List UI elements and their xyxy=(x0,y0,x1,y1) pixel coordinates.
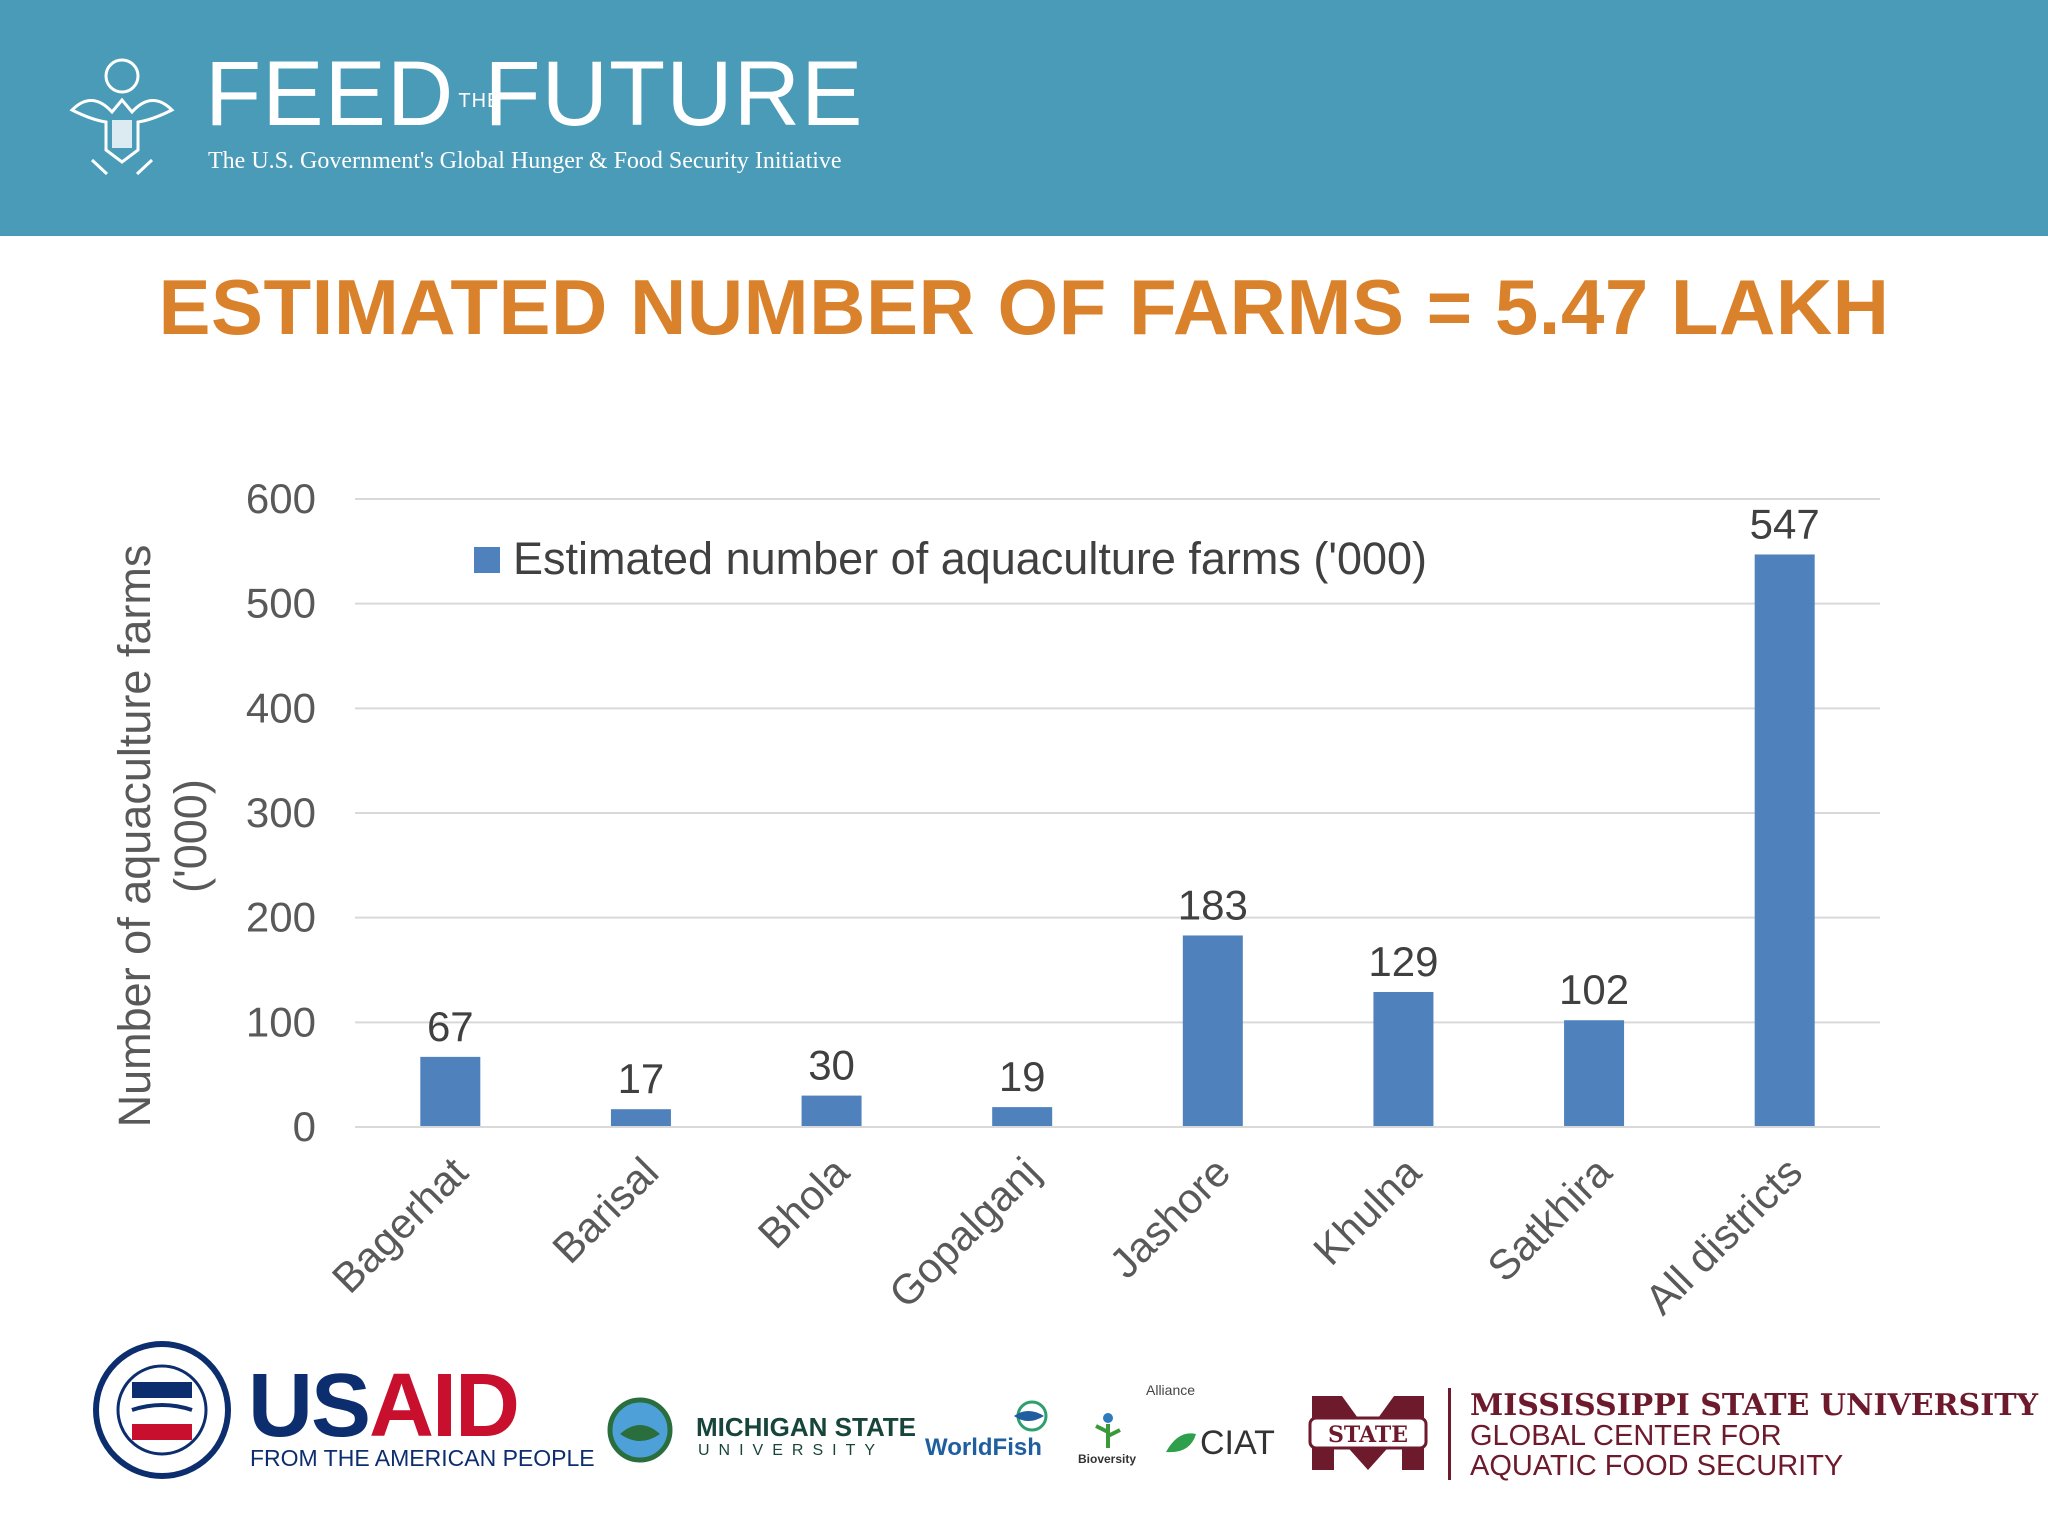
mississippi-divider xyxy=(1448,1388,1451,1480)
mississippi-state-name: MISSISSIPPI STATE UNIVERSITY xyxy=(1470,1388,2038,1423)
mississippi-center-line1: GLOBAL CENTER FOR xyxy=(1470,1420,1782,1452)
bar xyxy=(1373,991,1434,1127)
bangladesh-fisheries-logo-icon xyxy=(607,1397,673,1463)
y-tick-label: 0 xyxy=(293,1103,316,1150)
y-tick-label: 300 xyxy=(246,789,316,836)
usaid-subtitle: FROM THE AMERICAN PEOPLE xyxy=(250,1445,595,1471)
brand-right: FUTURE xyxy=(484,43,864,145)
data-label: 19 xyxy=(999,1053,1046,1100)
us-seal-icon xyxy=(69,58,175,176)
legend-label: Estimated number of aquaculture farms ('… xyxy=(513,533,1427,584)
bioversity-logo-icon xyxy=(1095,1413,1121,1448)
y-tick-label: 200 xyxy=(246,894,316,941)
brand-tagline: The U.S. Government's Global Hunger & Fo… xyxy=(208,148,842,174)
y-tick-label: 100 xyxy=(246,998,316,1045)
slide-title: ESTIMATED NUMBER OF FARMS = 5.47 LAKH xyxy=(158,263,1890,351)
bar xyxy=(420,1056,481,1127)
michigan-state-name: MICHIGAN STATE xyxy=(696,1412,917,1442)
mississippi-center-line2: AQUATIC FOOD SECURITY xyxy=(1470,1450,1844,1482)
x-tick-label: Barisal xyxy=(543,1148,667,1272)
svg-text:STATE: STATE xyxy=(1328,1422,1408,1448)
bar xyxy=(610,1109,671,1127)
y-tick-label: 500 xyxy=(246,580,316,627)
bar xyxy=(801,1095,862,1127)
y-tick-label: 600 xyxy=(246,475,316,522)
footer-logos xyxy=(0,1320,2048,1520)
bar-chart: 0 100 200 300 400 500 600 Number of aquaculture… xyxy=(109,475,1880,1323)
data-label: 547 xyxy=(1750,500,1820,547)
x-tick-label: Bhola xyxy=(749,1148,859,1258)
bar xyxy=(1564,1020,1625,1127)
header-banner: FEED THEFUTURE The U.S. Government's Glob… xyxy=(0,0,2048,236)
bioversity-wordmark: Bioversity xyxy=(1078,1452,1137,1466)
x-tick-label: Jashore xyxy=(1100,1148,1239,1287)
y-tick-label: 400 xyxy=(246,684,316,731)
x-tick-label: Satkhira xyxy=(1478,1148,1621,1291)
usaid-wordmark: USAID xyxy=(248,1356,520,1456)
y-axis-title-line1: Number of aquaculture farms xyxy=(109,545,160,1128)
bar xyxy=(1754,554,1815,1127)
x-tick-label: All districts xyxy=(1636,1148,1811,1323)
worldfish-wordmark: WorldFish xyxy=(925,1434,1042,1461)
legend-swatch xyxy=(474,547,500,573)
worldfish-logo-icon xyxy=(1014,1400,1048,1432)
ciat-wordmark: CIAT xyxy=(1200,1424,1275,1462)
data-label: 30 xyxy=(808,1042,855,1089)
bar xyxy=(992,1107,1053,1127)
data-label: 17 xyxy=(618,1055,665,1102)
ciat-leaf-icon xyxy=(1166,1433,1196,1453)
michigan-state-university: UNIVERSITY xyxy=(698,1442,885,1459)
y-axis-title: Number of aquaculture farms ('000) xyxy=(109,545,216,1128)
data-label: 102 xyxy=(1559,966,1629,1013)
usaid-seal-icon xyxy=(93,1341,231,1479)
alliance-label: Alliance xyxy=(1146,1382,1196,1398)
data-label: 183 xyxy=(1178,881,1248,928)
y-axis-title-line2: ('000) xyxy=(165,779,216,893)
x-tick-label: Gopalganj xyxy=(880,1148,1049,1317)
brand-wordmark: FEED THEFUTURE xyxy=(205,48,863,140)
bar xyxy=(1182,935,1243,1127)
data-label: 129 xyxy=(1368,938,1438,985)
data-label: 67 xyxy=(427,1003,474,1050)
x-tick-label: Bagerhat xyxy=(323,1148,477,1302)
brand-left: FEED xyxy=(205,43,455,145)
mississippi-state-m-icon: STATE xyxy=(1308,1396,1428,1470)
x-tick-label: Khulna xyxy=(1304,1148,1430,1274)
